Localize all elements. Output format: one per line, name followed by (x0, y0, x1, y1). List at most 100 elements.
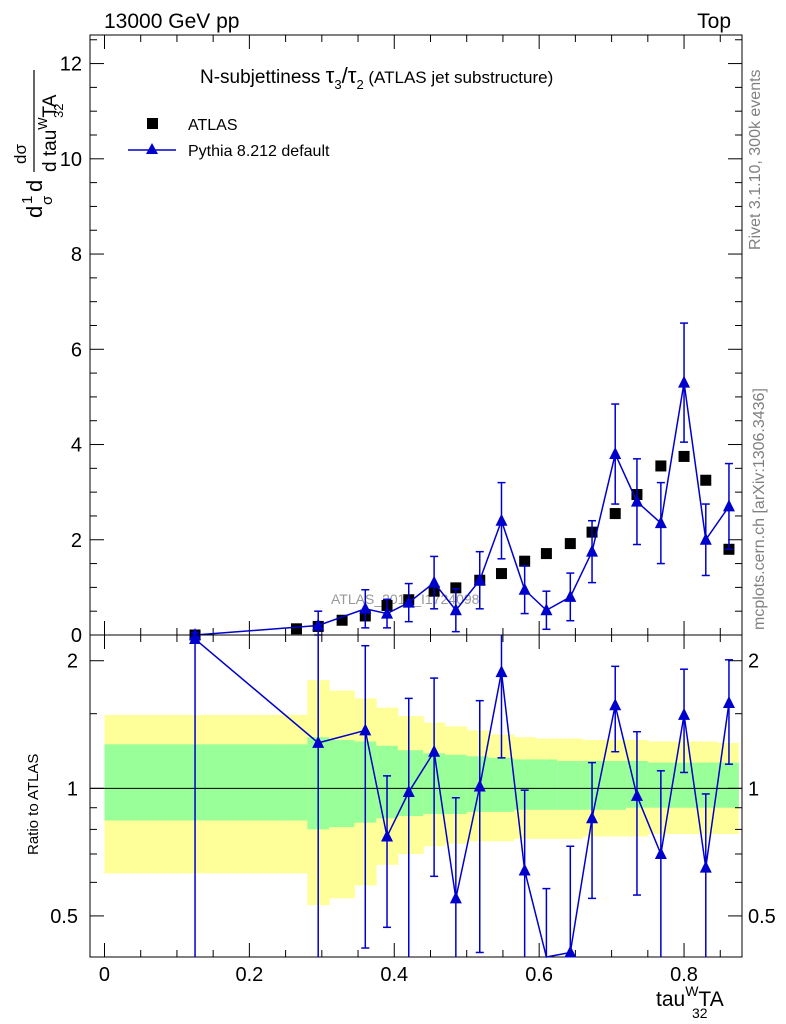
main-ytick-label: 6 (71, 339, 82, 361)
ratio-point (402, 785, 415, 798)
atlas-point (519, 555, 531, 567)
ratio-ytick-label-right: 0.5 (748, 906, 776, 928)
ratio-point (699, 860, 712, 873)
ratio-point (381, 829, 394, 842)
header-right: Top (697, 10, 731, 33)
green-band-segment (716, 762, 739, 808)
pythia-point (428, 575, 441, 588)
ratio-point (586, 811, 599, 824)
main-y-label: d 1 σ d dσ d tauWTA 32 (11, 70, 66, 218)
atlas-point (564, 538, 576, 550)
green-band-segment (488, 757, 515, 812)
ratio-point (449, 891, 462, 904)
green-band-segment (582, 761, 605, 810)
ratio-point (630, 788, 643, 801)
ratio-point (359, 723, 372, 736)
title-tau-2: τ (348, 63, 357, 88)
header-left: 13000 GeV pp (104, 10, 239, 33)
atlas-point (678, 450, 690, 462)
legend-atlas-marker (147, 118, 158, 129)
title-num-sub: 3 (334, 77, 341, 92)
atlas-point (290, 623, 302, 635)
ratio-ytick-label-left: 1 (67, 778, 78, 800)
ratio-point (473, 779, 486, 792)
ratio-ytick-label-right: 2 (748, 651, 759, 673)
ratio-data (189, 632, 735, 958)
ratio-y-label: Ratio to ATLAS (25, 754, 42, 855)
ratio-point (678, 707, 691, 720)
green-band-segment (513, 759, 537, 810)
ratio-xtick-label: 0.2 (235, 964, 263, 986)
ratio-ytick-label-left: 2 (67, 651, 78, 673)
ratio-xtick-label: 0 (99, 964, 110, 986)
ylabel-sub: 32 (51, 104, 66, 118)
ratio-axes: 0.5 0.5 1 1 2 2 0 0.2 0.4 0.6 0.8 (50, 634, 776, 986)
ylabel-d2: d (22, 180, 47, 192)
ylabel-d1: d (22, 206, 47, 218)
green-band-segment (694, 762, 718, 808)
ratio-xtick-label: 0.8 (670, 964, 698, 986)
xlabel-sup: W (685, 983, 699, 999)
pythia-point (586, 544, 599, 557)
ratio-point (564, 945, 577, 958)
ratio-point (654, 846, 667, 859)
ylabel-sup: W (35, 117, 50, 130)
atlas-point (540, 548, 552, 560)
atlas-point (450, 582, 462, 594)
ratio-frame (89, 634, 743, 958)
ylabel-tau32: d tauWTA (35, 94, 61, 172)
chart-title: N-subjettiness τ3/τ2 (ATLAS jet substruc… (200, 63, 553, 92)
main-ytick-label: 0 (71, 625, 82, 647)
main-data (189, 322, 735, 641)
green-band-segment (535, 759, 558, 810)
pythia-point (540, 603, 553, 616)
pythia-point (312, 618, 325, 631)
ylabel-dtau: d tau (40, 130, 61, 172)
pythia-point (699, 532, 712, 545)
legend-pythia-label: Pythia 8.212 default (188, 143, 330, 160)
pythia-point (630, 494, 643, 507)
ratio-point (189, 632, 202, 645)
main-ytick-label: 4 (71, 435, 82, 457)
pythia-point (678, 375, 691, 388)
atlas-point (336, 614, 348, 626)
green-band-segment (444, 754, 468, 814)
pythia-point (654, 516, 667, 529)
pythia-point (722, 499, 735, 512)
title-tau-1: τ (326, 63, 335, 88)
mcplots-label: mcplots.cern.ch [arXiv:1306.3436] (751, 388, 768, 630)
main-ytick-label: 8 (71, 244, 82, 266)
main-ytick-label: 10 (60, 149, 82, 171)
ratio-uncertainty-bands (104, 680, 739, 906)
atlas-point (700, 474, 712, 486)
green-band-segment (673, 762, 696, 808)
ylabel-ta: TA (40, 94, 61, 117)
title-prefix: N-subjettiness (200, 67, 326, 88)
ylabel-one: 1 (19, 196, 36, 204)
legend-pythia-marker (146, 143, 158, 154)
atlas-point (655, 460, 667, 472)
ylabel-sigma1: σ (39, 195, 56, 205)
pythia-point (609, 447, 622, 460)
pythia-point (449, 603, 462, 616)
ylabel-dsigma: dσ (11, 144, 30, 164)
x-axis-label: tauWTA (656, 983, 724, 1011)
xlabel-ta: TA (698, 988, 723, 1011)
ratio-point (428, 744, 441, 757)
ratio-point (722, 695, 735, 708)
ratio-point (609, 698, 622, 711)
title-suffix: (ATLAS jet substructure) (364, 68, 554, 87)
rivet-label: Rivet 3.1.10, 300k events (747, 69, 764, 250)
atlas-point (495, 568, 507, 580)
ratio-point (495, 665, 508, 678)
pythia-point (518, 582, 531, 595)
ratio-xtick-label: 0.6 (525, 964, 553, 986)
pythia-point (473, 573, 486, 586)
green-band-segment (329, 740, 355, 828)
ratio-ytick-label-left: 0.5 (50, 906, 78, 928)
pythia-point (495, 513, 508, 526)
pythia-point (359, 601, 372, 614)
pythia-point (402, 595, 415, 608)
ratio-point (518, 863, 531, 876)
